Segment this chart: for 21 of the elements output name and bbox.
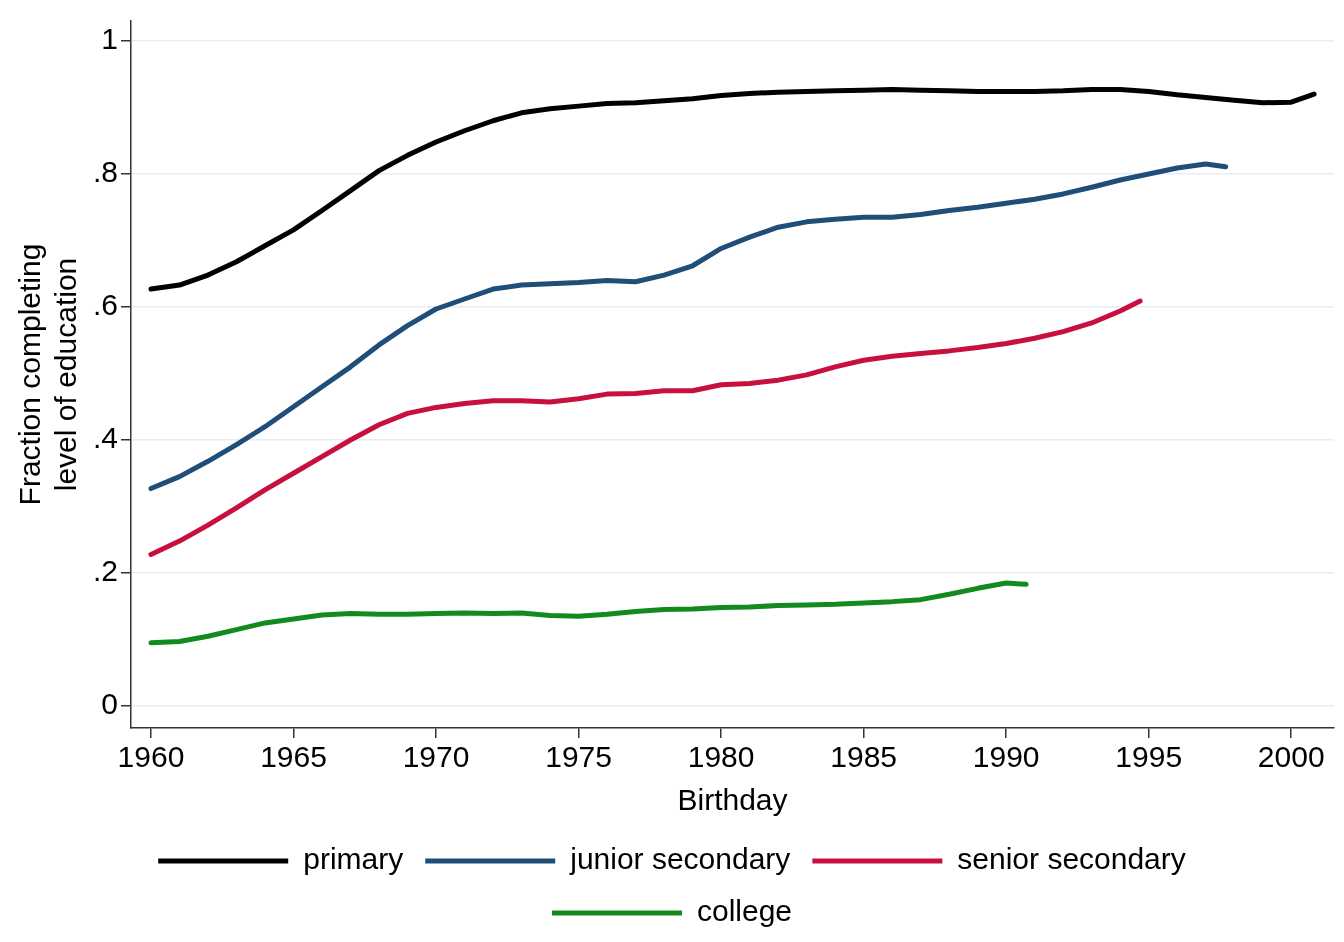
x-tick-label: 1960 — [117, 740, 185, 774]
x-tick-label: 1980 — [687, 740, 755, 774]
x-tick-label: 1985 — [830, 740, 898, 774]
x-tick-label: 1965 — [260, 740, 327, 774]
x-tick-label: 1990 — [972, 740, 1040, 774]
x-axis-title: Birthday — [677, 783, 788, 817]
x-tick-label: 1970 — [402, 740, 470, 774]
y-tick-label: .8 — [92, 155, 119, 189]
x-tick-label: 1975 — [545, 740, 612, 774]
y-tick-label: 0 — [101, 687, 119, 721]
legend-label: junior secondary — [569, 842, 791, 876]
legend-label: college — [696, 894, 793, 928]
legend-label: senior secondary — [957, 842, 1186, 876]
y-tick-label: 1 — [101, 22, 119, 56]
y-tick-label: .2 — [92, 554, 119, 588]
x-tick-label: 1995 — [1115, 740, 1183, 774]
legend-label: primary — [303, 842, 404, 876]
y-axis-title: Fraction completing level of education — [13, 243, 83, 506]
y-tick-label: .4 — [92, 421, 119, 455]
x-tick-label: 2000 — [1257, 740, 1325, 774]
y-tick-label: .6 — [92, 288, 119, 322]
